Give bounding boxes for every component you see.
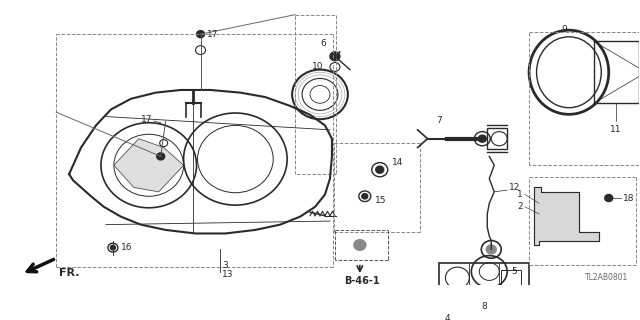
Polygon shape [114, 139, 184, 192]
Text: 8: 8 [481, 302, 487, 311]
Text: 11: 11 [610, 125, 621, 134]
Text: 7: 7 [436, 116, 442, 125]
Circle shape [354, 240, 366, 250]
Text: 5: 5 [511, 267, 517, 276]
Text: 10: 10 [312, 61, 324, 70]
Text: 17: 17 [207, 30, 218, 39]
Circle shape [376, 166, 384, 173]
Text: 14: 14 [392, 158, 403, 167]
Circle shape [444, 297, 451, 304]
Text: 13: 13 [223, 270, 234, 279]
Circle shape [157, 153, 164, 160]
Bar [487, 128, 507, 149]
Text: 18: 18 [623, 194, 634, 203]
Text: 4: 4 [445, 314, 451, 320]
Circle shape [196, 31, 205, 38]
Circle shape [486, 245, 496, 254]
Text: B-46-1: B-46-1 [344, 276, 380, 286]
Text: 2: 2 [518, 202, 523, 212]
Text: FR.: FR. [59, 268, 79, 278]
Text: 3: 3 [223, 261, 228, 270]
Text: 17: 17 [141, 115, 152, 124]
Circle shape [362, 194, 368, 199]
Bar [501, 270, 521, 286]
Text: 16: 16 [121, 243, 132, 252]
Polygon shape [534, 188, 599, 245]
Text: 1: 1 [517, 190, 523, 199]
Bar [440, 263, 529, 294]
Text: 6: 6 [320, 39, 326, 48]
Bar [594, 41, 639, 103]
Text: 12: 12 [509, 183, 520, 192]
Text: 15: 15 [375, 196, 387, 205]
Circle shape [111, 245, 115, 250]
Circle shape [478, 135, 486, 142]
Circle shape [330, 52, 340, 61]
Text: 9: 9 [561, 25, 567, 34]
Text: TL2AB0801: TL2AB0801 [586, 273, 628, 282]
Circle shape [605, 195, 612, 202]
